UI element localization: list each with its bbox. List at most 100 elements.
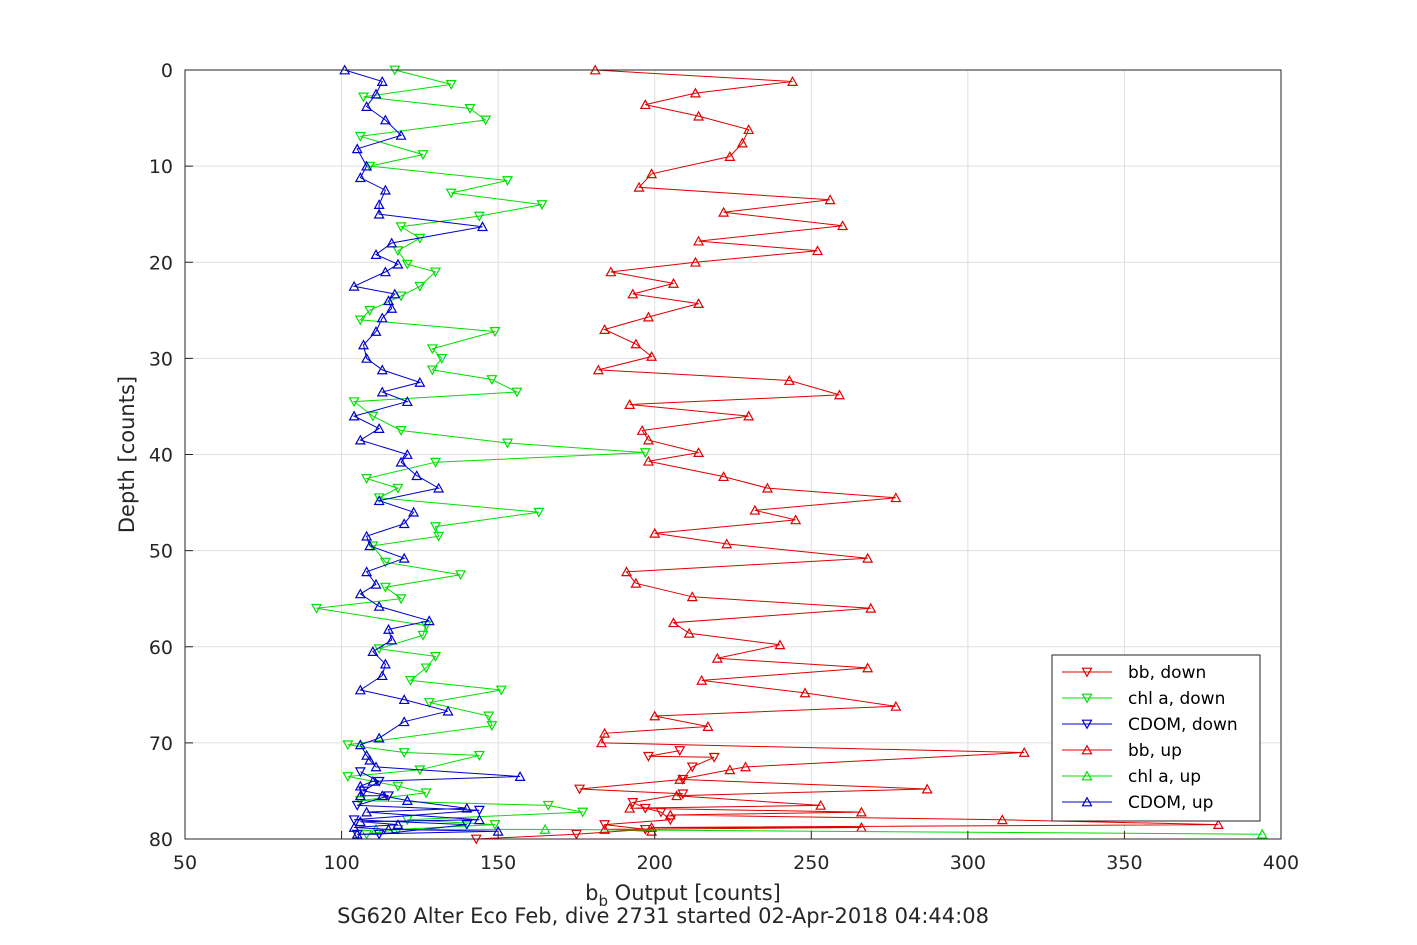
series-line [595, 69, 1219, 832]
data-point [783, 374, 795, 385]
data-point [379, 184, 391, 195]
data-point [605, 266, 617, 277]
data-point [311, 603, 323, 614]
data-point [361, 530, 373, 541]
legend-entry: bb, up [1062, 741, 1182, 761]
data-point [386, 302, 398, 313]
data-point [624, 802, 636, 813]
y-axis-label: Depth [counts] [115, 376, 139, 533]
data-point [361, 566, 373, 577]
data-point [376, 364, 388, 375]
legend-label: CDOM, up [1128, 793, 1213, 813]
data-point [514, 771, 526, 781]
data-point [599, 324, 611, 334]
series-5 [339, 64, 526, 839]
data-point [642, 434, 654, 445]
data-point [642, 455, 654, 466]
data-point [724, 764, 736, 775]
data-point [473, 211, 485, 222]
data-point [357, 339, 370, 350]
data-point [646, 825, 658, 836]
data-point [642, 751, 654, 762]
legend-label: bb, up [1128, 741, 1182, 761]
data-point [693, 235, 705, 246]
data-point [646, 168, 658, 179]
data-point [630, 338, 642, 349]
data-point [639, 99, 651, 110]
data-point [423, 698, 435, 709]
data-point [630, 577, 642, 588]
data-point [1256, 828, 1268, 839]
data-point [473, 750, 485, 761]
data-point [379, 658, 391, 669]
data-point [373, 495, 385, 506]
data-point [354, 767, 366, 778]
data-point [595, 737, 607, 748]
data-point [592, 364, 604, 375]
data-point [683, 627, 695, 638]
x-tick-label: 350 [1106, 852, 1142, 874]
data-point [570, 829, 582, 840]
data-point [361, 749, 373, 760]
data-point [693, 447, 705, 458]
axis-ticks: 50 100 150 200 250 300 350 400 0 10 20 30 40 50 60 70 80 [149, 60, 1299, 874]
data-point [351, 828, 363, 839]
data-point [354, 796, 366, 807]
data-point [633, 181, 645, 192]
data-point [743, 410, 755, 421]
data-point [401, 396, 413, 407]
data-point [646, 821, 658, 832]
legend-label: bb, down [1128, 663, 1206, 683]
data-point [383, 295, 395, 306]
data-point [627, 798, 639, 808]
data-point [1212, 819, 1224, 830]
series-1 [311, 65, 651, 840]
data-point [433, 482, 445, 493]
data-point [386, 634, 398, 645]
data-point [862, 662, 874, 673]
data-point [414, 376, 426, 387]
data-point [383, 823, 395, 834]
y-tick-label: 20 [149, 252, 173, 274]
data-point [621, 566, 633, 577]
data-point [395, 129, 407, 140]
x-tick-label: 400 [1263, 852, 1299, 874]
x-axis-label-subscript: b [598, 892, 608, 910]
data-point [445, 188, 457, 199]
data-point [354, 790, 366, 801]
data-point [420, 663, 432, 674]
legend-label: chl a, up [1128, 767, 1201, 787]
data-point [473, 814, 485, 825]
data-point [392, 258, 404, 269]
series-3 [589, 64, 1224, 836]
data-point [351, 143, 363, 154]
series-line [476, 750, 715, 840]
x-tick-label: 300 [950, 852, 986, 874]
data-point [392, 819, 404, 830]
data-point [708, 752, 720, 763]
legend: bb, down chl a, down CDOM, down bb, up chl a… [1051, 654, 1261, 822]
data-point [354, 131, 366, 142]
data-point [693, 298, 705, 309]
data-point [812, 245, 824, 256]
data-point [761, 482, 773, 493]
data-point [539, 823, 551, 834]
y-tick-label: 0 [161, 60, 173, 82]
data-point [736, 137, 748, 148]
data-point [357, 92, 370, 103]
x-tick-label: 100 [323, 852, 359, 874]
legend-entry: bb, down [1062, 663, 1206, 683]
y-tick-label: 10 [149, 156, 173, 178]
data-point [464, 104, 476, 114]
data-point [408, 506, 420, 517]
legend-marker [1081, 693, 1093, 704]
data-point [689, 87, 701, 98]
data-point [354, 684, 366, 695]
data-point [361, 160, 373, 171]
x-tick-label: 250 [793, 852, 829, 874]
data-point [351, 800, 363, 811]
data-point [786, 76, 799, 86]
data-point [671, 790, 683, 801]
data-point [686, 762, 698, 773]
